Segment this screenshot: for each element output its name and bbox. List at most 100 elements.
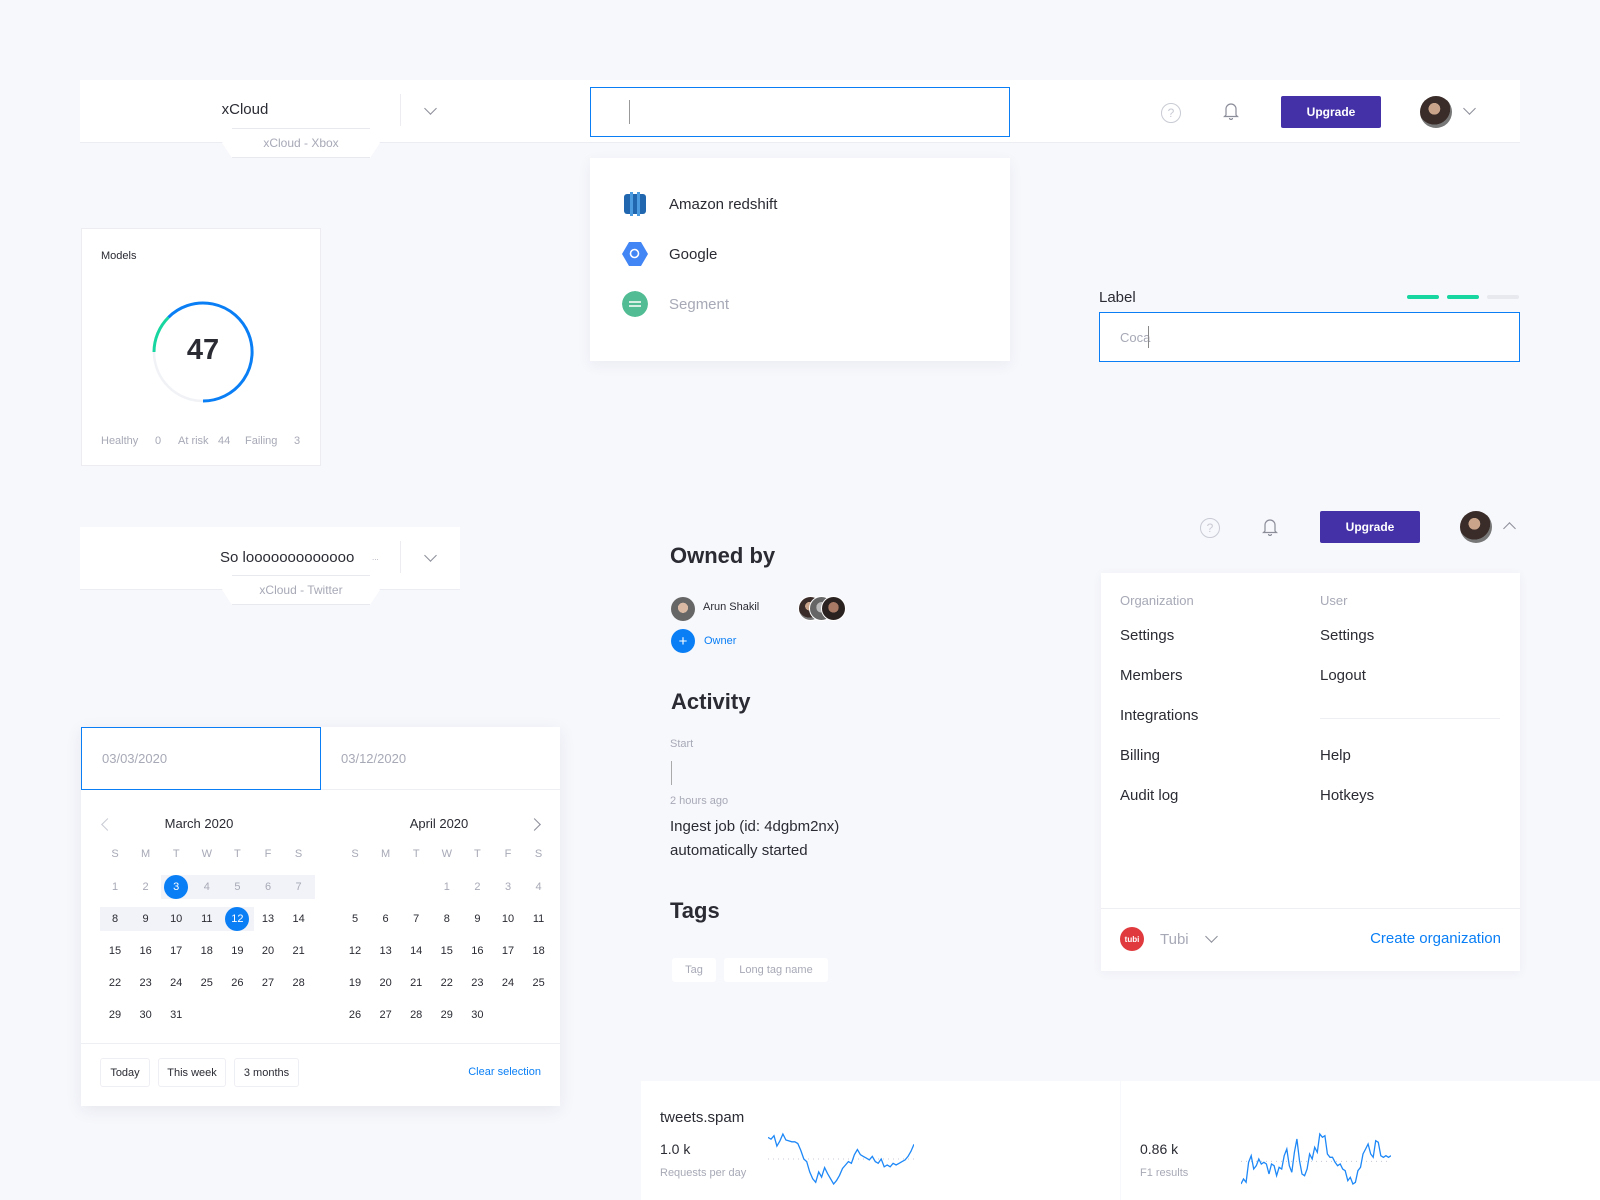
add-owner-button[interactable]: + Owner	[671, 629, 736, 653]
calendar-day[interactable]: 12	[222, 907, 252, 931]
avatar[interactable]	[1420, 96, 1452, 128]
calendar-day[interactable]: 1	[443, 881, 450, 893]
menu-user-settings[interactable]: Settings	[1320, 627, 1375, 644]
calendar-day[interactable]: 2	[474, 881, 481, 893]
calendar-day[interactable]: 22	[108, 977, 122, 989]
calendar-day[interactable]: 21	[292, 945, 305, 957]
project-title[interactable]: So looooooooooooo	[220, 549, 355, 566]
calendar-day[interactable]: 13	[261, 913, 275, 925]
calendar-day[interactable]: 4	[535, 881, 542, 893]
models-card[interactable]: Models 47 Healthy 0 At risk 44 Failing 3	[81, 228, 321, 466]
calendar-day[interactable]: 2	[142, 881, 149, 893]
calendar-day[interactable]: 10	[170, 913, 183, 925]
owner-name[interactable]: Arun Shakil	[703, 601, 760, 613]
calendar-day[interactable]: 9	[474, 913, 481, 925]
calendar-day[interactable]: 20	[379, 977, 392, 989]
menu-members[interactable]: Members	[1120, 667, 1183, 684]
end-date-input[interactable]: 03/12/2020	[321, 727, 560, 790]
preset-this-week[interactable]: This week	[158, 1058, 226, 1087]
help-icon[interactable]: ?	[1161, 103, 1181, 123]
calendar-day[interactable]: 6	[382, 913, 389, 925]
upgrade-button[interactable]: Upgrade	[1281, 96, 1381, 128]
result-google[interactable]: Google	[622, 241, 717, 267]
calendar-day[interactable]: 30	[139, 1009, 152, 1021]
calendar-day[interactable]: 30	[471, 1009, 484, 1021]
preset-3-months[interactable]: 3 months	[234, 1058, 299, 1087]
menu-logout[interactable]: Logout	[1320, 667, 1366, 684]
calendar-day[interactable]: 29	[108, 1009, 122, 1021]
calendar-day[interactable]: 22	[440, 977, 453, 989]
help-icon[interactable]: ?	[1200, 518, 1220, 538]
search-input[interactable]	[590, 87, 1010, 137]
calendar-day[interactable]: 9	[142, 913, 149, 925]
calendar-day[interactable]: 14	[292, 913, 305, 925]
tag-chip[interactable]: Tag	[672, 958, 716, 982]
result-amazon-redshift[interactable]: Amazon redshift	[622, 191, 777, 217]
menu-integrations[interactable]: Integrations	[1120, 707, 1199, 724]
calendar-day[interactable]: 16	[139, 945, 152, 957]
calendar-day[interactable]: 19	[231, 945, 244, 957]
calendar-day[interactable]: 6	[264, 881, 272, 893]
calendar-day[interactable]: 13	[379, 945, 392, 957]
calendar-day[interactable]: 25	[532, 977, 545, 989]
next-month-icon[interactable]	[528, 818, 541, 831]
calendar-day[interactable]: 15	[108, 945, 122, 957]
org-switcher[interactable]: tubi Tubi	[1120, 927, 1218, 951]
calendar-day[interactable]: 7	[295, 881, 302, 893]
create-organization-link[interactable]: Create organization	[1370, 930, 1501, 947]
breadcrumb[interactable]: xCloud - Xbox	[222, 128, 380, 158]
calendar-day[interactable]: 28	[410, 1009, 423, 1021]
calendar-day[interactable]: 4	[203, 881, 210, 893]
calendar-day[interactable]: 26	[348, 1009, 362, 1021]
calendar-day[interactable]: 16	[471, 945, 484, 957]
calendar-day[interactable]: 14	[410, 945, 423, 957]
avatar[interactable]	[1460, 511, 1492, 543]
menu-help[interactable]: Help	[1320, 747, 1351, 764]
calendar-day[interactable]: 17	[170, 945, 183, 957]
calendar-day[interactable]: 28	[292, 977, 305, 989]
menu-hotkeys[interactable]: Hotkeys	[1320, 787, 1375, 804]
calendar-day[interactable]: 3	[504, 881, 512, 893]
chevron-up-icon[interactable]	[1503, 522, 1516, 535]
start-date-input[interactable]: 03/03/2020	[81, 727, 321, 790]
calendar-day[interactable]: 18	[532, 945, 545, 957]
bell-icon[interactable]	[1223, 102, 1239, 120]
calendar-day[interactable]: 23	[471, 977, 484, 989]
calendar-day[interactable]: 24	[501, 977, 515, 989]
calendar-day[interactable]: 15	[440, 945, 453, 957]
calendar-day[interactable]: 7	[413, 913, 420, 925]
calendar-day[interactable]: 25	[200, 977, 213, 989]
metric-card[interactable]: tweets.spam 1.0 k Requests per day	[641, 1081, 1120, 1200]
calendar-day[interactable]: 5	[234, 881, 241, 893]
calendar-day[interactable]: 10	[501, 913, 515, 925]
calendar-day[interactable]: 3	[161, 875, 191, 899]
preset-today[interactable]: Today	[100, 1058, 150, 1087]
calendar-day[interactable]: 5	[351, 913, 359, 925]
calendar-day[interactable]: 11	[201, 913, 213, 925]
calendar-day[interactable]: 1	[111, 881, 119, 893]
calendar-day[interactable]: 8	[443, 913, 450, 925]
calendar-day[interactable]: 17	[501, 945, 515, 957]
bell-icon[interactable]	[1262, 518, 1278, 536]
calendar-day[interactable]: 27	[261, 977, 275, 989]
calendar-day[interactable]: 26	[231, 977, 244, 989]
calendar-day[interactable]: 11	[532, 913, 545, 925]
menu-org-settings[interactable]: Settings	[1120, 627, 1175, 644]
calendar-day[interactable]: 24	[170, 977, 183, 989]
calendar-day[interactable]: 8	[111, 913, 119, 925]
calendar-day[interactable]: 29	[440, 1009, 453, 1021]
project-title[interactable]: xCloud	[221, 101, 269, 118]
member-avatar[interactable]	[821, 596, 846, 621]
menu-billing[interactable]: Billing	[1120, 747, 1161, 764]
breadcrumb[interactable]: xCloud - Twitter	[222, 575, 380, 605]
metric-card[interactable]: 0.86 k F1 results	[1121, 1081, 1600, 1200]
result-segment[interactable]: Segment	[622, 291, 729, 317]
label-input[interactable]: Coca	[1099, 312, 1520, 362]
calendar-day[interactable]: 12	[348, 945, 362, 957]
calendar-day[interactable]: 31	[170, 1009, 183, 1021]
clear-selection-link[interactable]: Clear selection	[468, 1066, 541, 1078]
calendar-day[interactable]: 21	[410, 977, 423, 989]
tag-chip[interactable]: Long tag name	[724, 958, 828, 982]
menu-audit-log[interactable]: Audit log	[1120, 787, 1179, 804]
calendar-day[interactable]: 20	[261, 945, 275, 957]
